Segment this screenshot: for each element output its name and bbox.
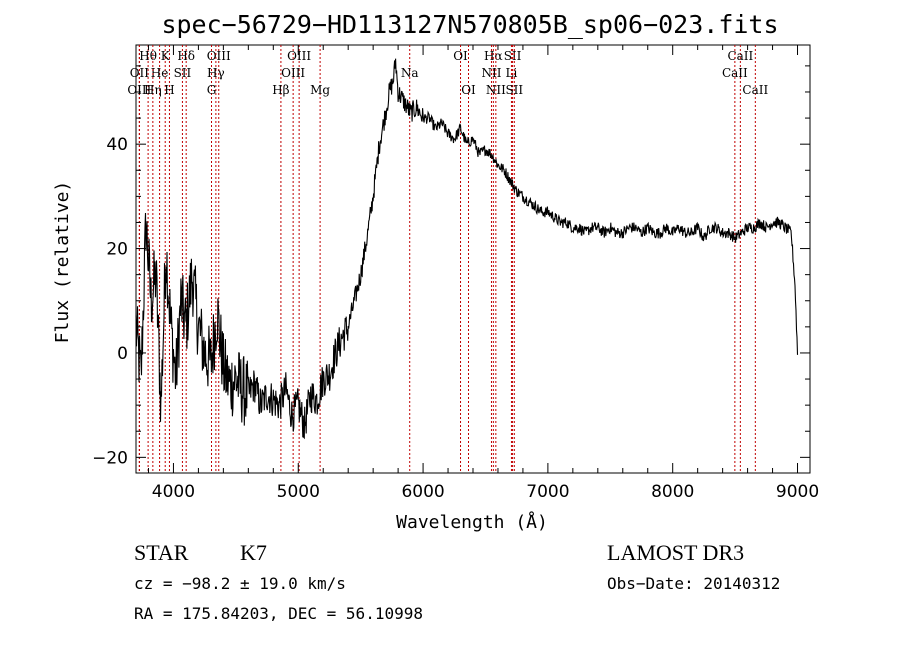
line-label: Hα <box>484 49 503 63</box>
line-label: NII <box>481 66 501 80</box>
x-tick-label: 4000 <box>152 482 195 502</box>
line-label: SII <box>505 83 523 97</box>
line-label: Hδ <box>177 49 195 63</box>
line-label: Hβ <box>272 83 289 97</box>
line-label: K <box>161 49 171 63</box>
y-tick-label: 20 <box>106 240 128 260</box>
line-label: OI <box>453 49 468 63</box>
coordinates: RA = 175.84203, DEC = 56.10998 <box>134 604 423 623</box>
line-label: CaII <box>722 66 748 80</box>
plot-frame <box>135 44 811 474</box>
survey-name: LAMOST DR3 <box>607 540 744 565</box>
line-label: OI <box>461 83 476 97</box>
observation-date: Obs−Date: 20140312 <box>607 574 780 593</box>
line-label: OIII <box>127 83 151 97</box>
line-label: Hγ <box>207 66 225 80</box>
y-tick-label: 0 <box>117 344 128 364</box>
chart-title: spec−56729−HD113127N570805B_sp06−023.fit… <box>161 10 778 39</box>
redshift-info: cz = −98.2 ± 19.0 km/s <box>134 574 346 593</box>
line-label: H <box>164 83 174 97</box>
x-tick-label: 5000 <box>277 482 320 502</box>
line-label: Hθ <box>139 49 157 63</box>
x-tick-label: 9000 <box>776 482 819 502</box>
line-label: SII <box>504 49 522 63</box>
line-label: OIII <box>287 49 311 63</box>
x-tick-label: 6000 <box>401 482 444 502</box>
line-label: CaII <box>742 83 768 97</box>
line-label: CaII <box>727 49 753 63</box>
line-label: OIII <box>281 66 305 80</box>
line-label: Hη <box>144 83 162 97</box>
y-tick-label: −20 <box>92 448 128 468</box>
object-subclass: K7 <box>240 540 267 565</box>
line-label: He <box>151 66 169 80</box>
spectrum-series-line <box>135 58 799 440</box>
y-axis-label: Flux (relative) <box>52 181 73 344</box>
line-label: NII <box>486 83 506 97</box>
line-label: OIII <box>207 49 231 63</box>
x-tick-label: 7000 <box>526 482 569 502</box>
line-label: Li <box>506 66 518 80</box>
y-tick-label: 40 <box>106 135 128 155</box>
object-class: STAR <box>134 540 189 565</box>
x-tick-label: 8000 <box>651 482 694 502</box>
line-label: Na <box>401 66 419 80</box>
line-label: G <box>207 83 217 97</box>
line-label: SII <box>174 66 192 80</box>
x-axis-label: Wavelength (Å) <box>396 511 548 533</box>
axis-ticks: 4000 5000 6000 7000 8000 9000 −20 0 20 40 <box>92 45 819 502</box>
line-label: Mg <box>310 83 330 97</box>
